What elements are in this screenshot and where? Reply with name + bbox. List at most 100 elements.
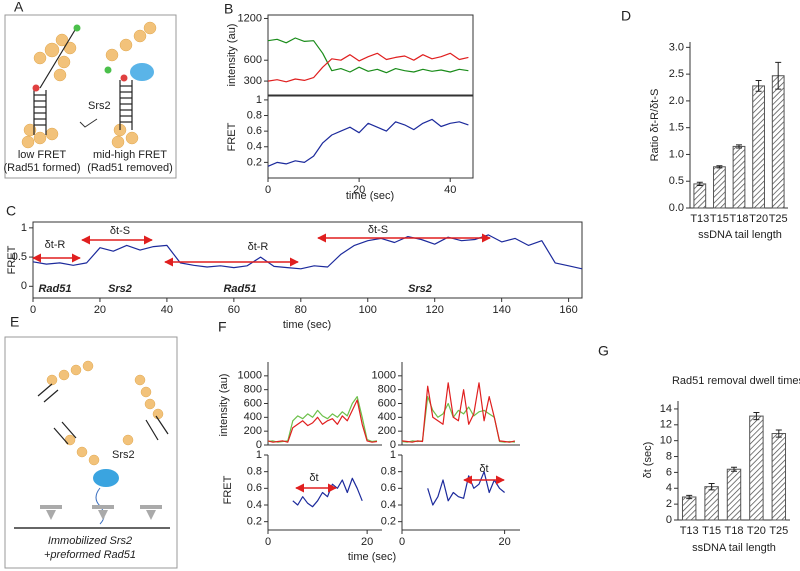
x-tick-label: 0 (399, 536, 405, 548)
panel-label: E (10, 314, 19, 330)
trace (267, 118, 469, 167)
bar (681, 496, 697, 521)
y-tick-label: 1000 (238, 370, 262, 382)
x-tick-label: T13 (680, 525, 699, 537)
x-tick-label: T20 (747, 525, 766, 537)
caption: Immobilized Srs2 (48, 535, 132, 547)
y-tick-label: 14 (660, 403, 672, 415)
caption: (Rad51 removed) (87, 162, 173, 174)
x-tick-label: 80 (295, 304, 307, 316)
y-tick-label: 2 (666, 498, 672, 510)
y-tick-label: 800 (244, 384, 262, 396)
error-bar (686, 494, 693, 500)
x-tick-label: T13 (690, 213, 709, 225)
y-tick-label: 3.0 (669, 41, 684, 53)
bar (713, 166, 726, 209)
panel-label: F (218, 319, 227, 335)
y-axis-label: FRET (222, 475, 234, 504)
y-axis-label: δt (sec) (642, 442, 654, 479)
y-axis-label: FRET (226, 122, 238, 151)
phase-label: Rad51 (223, 283, 256, 295)
y-tick-label: 300 (244, 75, 262, 87)
y-tick-label: 600 (244, 397, 262, 409)
y-tick-label: 0.0 (669, 202, 684, 214)
y-tick-label: 0 (256, 439, 262, 451)
phase-label: Srs2 (408, 283, 432, 295)
caption: mid-high FRET (93, 149, 167, 161)
y-tick-label: 0.8 (247, 466, 262, 478)
x-tick-label: T18 (725, 525, 744, 537)
x-tick-label: 140 (492, 304, 510, 316)
y-tick-label: 200 (244, 425, 262, 437)
diagram-e: Srs2 Immobilized Srs2 +preformed Rad51 (4, 336, 178, 569)
x-axis-label: ssDNA tail length (692, 542, 776, 554)
y-tick-label: 0 (390, 439, 396, 451)
chart-title: Rad51 removal dwell times (672, 375, 800, 387)
error-bar (716, 165, 723, 169)
y-tick-label: 8 (666, 450, 672, 462)
y-tick-label: 0.5 (669, 175, 684, 187)
y-tick-label: 1 (390, 449, 396, 461)
x-tick-label: T25 (769, 525, 788, 537)
x-tick-label: 20 (353, 184, 365, 196)
trace (267, 399, 378, 443)
error-bar (736, 144, 742, 149)
error-bar (708, 483, 715, 491)
y-tick-label: 4 (666, 482, 672, 494)
bar (771, 75, 785, 209)
x-tick-label: 120 (426, 304, 444, 316)
y-tick-label: 0.2 (247, 156, 262, 168)
x-tick-label: 0 (265, 536, 271, 548)
caption: +preformed Rad51 (44, 549, 136, 561)
y-axis-label: FRET (6, 245, 18, 274)
trace (401, 382, 516, 443)
panel-label: B (224, 1, 233, 17)
annotation: δt-R (248, 241, 269, 253)
bar (726, 468, 742, 521)
x-tick-label: 20 (361, 536, 373, 548)
y-tick-label: 400 (244, 411, 262, 423)
x-tick-label: 20 (498, 536, 510, 548)
y-tick-label: 0.6 (247, 482, 262, 494)
y-tick-label: 1 (256, 449, 262, 461)
plot-frame (267, 14, 474, 96)
x-tick-label: 60 (228, 304, 240, 316)
annotation: δt-R (45, 239, 66, 251)
bar (771, 433, 787, 521)
y-axis-label: intensity (au) (226, 24, 238, 87)
y-tick-label: 2.5 (669, 68, 684, 80)
bar (704, 486, 719, 521)
panel-label: G (598, 343, 609, 359)
y-tick-label: 0.6 (381, 482, 396, 494)
y-tick-label: 1000 (372, 370, 396, 382)
x-tick-label: T20 (749, 213, 768, 225)
y-tick-label: 800 (378, 384, 396, 396)
y-tick-label: 1.0 (669, 148, 684, 160)
x-tick-label: 0 (265, 184, 271, 196)
bar (693, 183, 707, 209)
x-tick-label: 160 (559, 304, 577, 316)
x-tick-label: T25 (769, 213, 788, 225)
enzyme-label: Srs2 (112, 449, 135, 461)
x-tick-label: 0 (30, 304, 36, 316)
annotation: δt-S (368, 224, 388, 236)
x-axis-label: time (sec) (348, 551, 396, 563)
error-bar (753, 412, 760, 421)
y-tick-label: 1200 (238, 12, 262, 24)
y-tick-label: 200 (378, 425, 396, 437)
x-tick-label: 20 (94, 304, 106, 316)
x-axis-label: time (sec) (346, 190, 394, 202)
error-bar (731, 466, 737, 472)
y-tick-label: 0.8 (381, 466, 396, 478)
y-tick-label: 2.0 (669, 95, 684, 107)
y-tick-label: 0.4 (247, 141, 262, 153)
bar (749, 415, 764, 521)
y-tick-label: 0.2 (247, 516, 262, 528)
y-tick-label: 400 (378, 411, 396, 423)
plot-frame (267, 95, 474, 179)
annotation: δt (309, 472, 318, 484)
annotation: δt-S (110, 225, 130, 237)
y-tick-label: 10 (660, 435, 672, 447)
y-tick-label: 0 (666, 514, 672, 526)
